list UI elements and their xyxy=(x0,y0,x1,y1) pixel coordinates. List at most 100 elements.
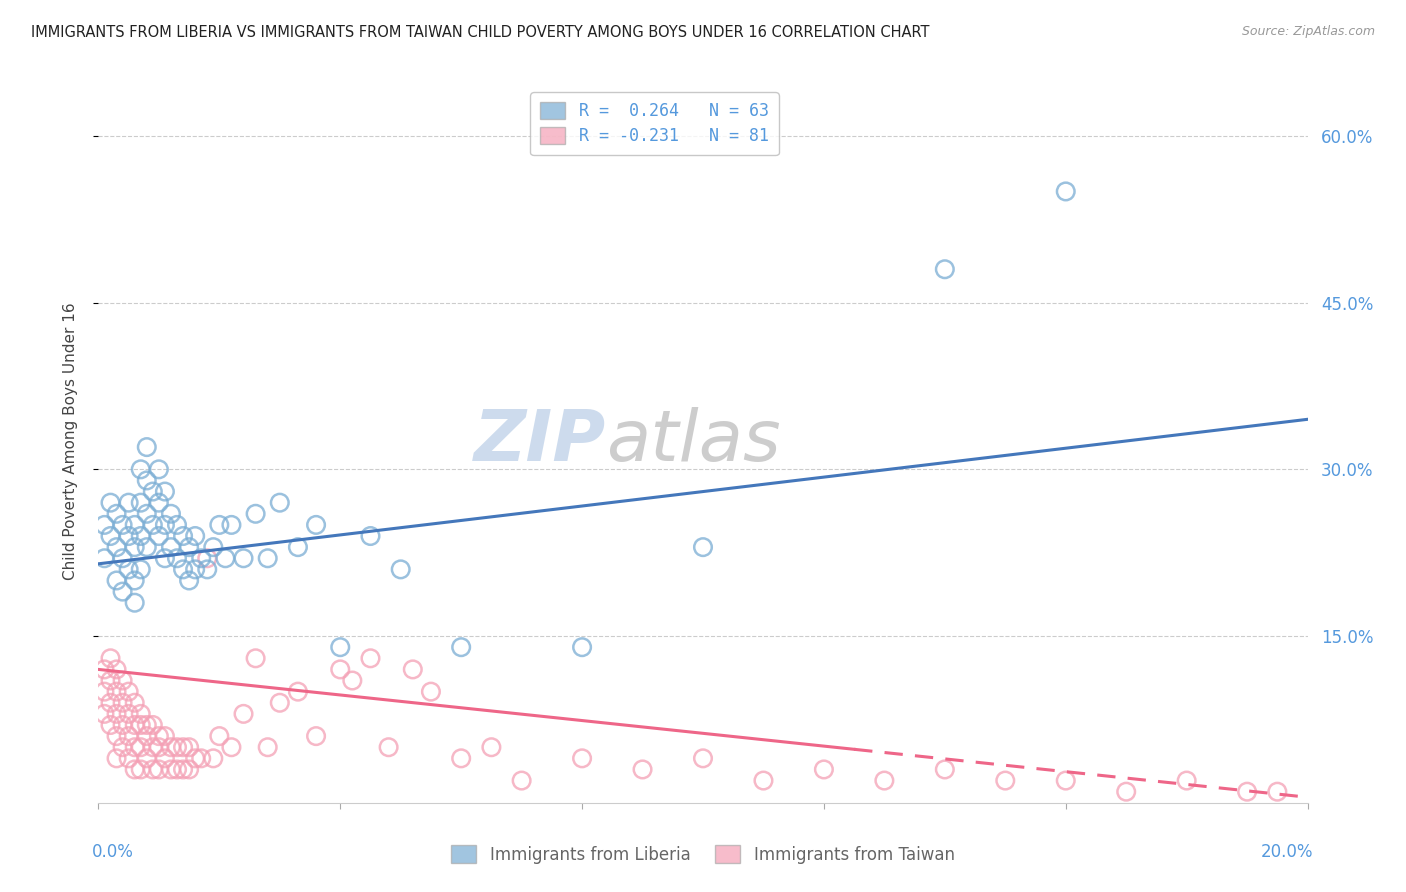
Point xyxy=(129,496,152,510)
Point xyxy=(135,718,157,732)
Point xyxy=(287,684,309,698)
Point xyxy=(93,551,115,566)
Point xyxy=(124,740,146,755)
Point xyxy=(105,540,128,554)
Point xyxy=(105,507,128,521)
Text: ZIP: ZIP xyxy=(474,407,606,476)
Text: atlas: atlas xyxy=(606,407,780,476)
Point xyxy=(160,540,183,554)
Point xyxy=(111,673,134,688)
Point xyxy=(692,540,714,554)
Point xyxy=(111,696,134,710)
Point xyxy=(873,773,896,788)
Point xyxy=(105,751,128,765)
Point xyxy=(135,474,157,488)
Point xyxy=(245,507,267,521)
Point xyxy=(142,763,165,777)
Point xyxy=(153,751,176,765)
Point xyxy=(269,696,291,710)
Point xyxy=(1054,773,1077,788)
Point xyxy=(129,763,152,777)
Point xyxy=(172,763,194,777)
Point xyxy=(179,540,201,554)
Point xyxy=(93,706,115,721)
Point xyxy=(166,763,188,777)
Point xyxy=(232,551,254,566)
Point xyxy=(305,517,328,532)
Point xyxy=(100,529,122,543)
Point xyxy=(1115,785,1137,799)
Point xyxy=(111,584,134,599)
Point xyxy=(179,763,201,777)
Point xyxy=(172,740,194,755)
Point xyxy=(124,763,146,777)
Point xyxy=(148,740,170,755)
Point xyxy=(129,562,152,576)
Point xyxy=(148,496,170,510)
Point xyxy=(111,517,134,532)
Point xyxy=(142,484,165,499)
Point xyxy=(1175,773,1198,788)
Point xyxy=(111,740,134,755)
Point xyxy=(256,551,278,566)
Point xyxy=(105,684,128,698)
Point xyxy=(202,751,225,765)
Point xyxy=(160,763,183,777)
Point xyxy=(571,751,593,765)
Point xyxy=(184,562,207,576)
Point xyxy=(129,718,152,732)
Point xyxy=(118,562,141,576)
Point xyxy=(184,751,207,765)
Point xyxy=(934,763,956,777)
Point xyxy=(142,517,165,532)
Point xyxy=(142,740,165,755)
Point xyxy=(1236,785,1258,799)
Point xyxy=(105,706,128,721)
Point xyxy=(813,763,835,777)
Legend: Immigrants from Liberia, Immigrants from Taiwan: Immigrants from Liberia, Immigrants from… xyxy=(444,838,962,871)
Point xyxy=(153,729,176,743)
Point xyxy=(100,651,122,665)
Point xyxy=(631,763,654,777)
Point xyxy=(245,651,267,665)
Point xyxy=(160,507,183,521)
Point xyxy=(153,551,176,566)
Point xyxy=(256,740,278,755)
Point xyxy=(100,696,122,710)
Point xyxy=(118,729,141,743)
Point xyxy=(124,596,146,610)
Point xyxy=(232,706,254,721)
Point xyxy=(105,574,128,588)
Point xyxy=(1267,785,1289,799)
Point xyxy=(129,740,152,755)
Point xyxy=(329,662,352,676)
Point xyxy=(111,551,134,566)
Point xyxy=(105,729,128,743)
Point xyxy=(105,662,128,676)
Point xyxy=(208,517,231,532)
Text: IMMIGRANTS FROM LIBERIA VS IMMIGRANTS FROM TAIWAN CHILD POVERTY AMONG BOYS UNDER: IMMIGRANTS FROM LIBERIA VS IMMIGRANTS FR… xyxy=(31,25,929,40)
Point xyxy=(135,440,157,454)
Point xyxy=(190,551,212,566)
Point xyxy=(184,529,207,543)
Point xyxy=(752,773,775,788)
Point xyxy=(377,740,399,755)
Point xyxy=(124,696,146,710)
Point xyxy=(135,507,157,521)
Point xyxy=(118,529,141,543)
Point xyxy=(148,763,170,777)
Point xyxy=(118,706,141,721)
Text: 20.0%: 20.0% xyxy=(1261,843,1313,861)
Point xyxy=(195,551,218,566)
Point xyxy=(100,673,122,688)
Point xyxy=(135,751,157,765)
Point xyxy=(287,540,309,554)
Point xyxy=(934,262,956,277)
Point xyxy=(179,740,201,755)
Point xyxy=(118,684,141,698)
Point xyxy=(111,718,134,732)
Point xyxy=(420,684,443,698)
Point xyxy=(166,517,188,532)
Point xyxy=(481,740,503,755)
Point xyxy=(994,773,1017,788)
